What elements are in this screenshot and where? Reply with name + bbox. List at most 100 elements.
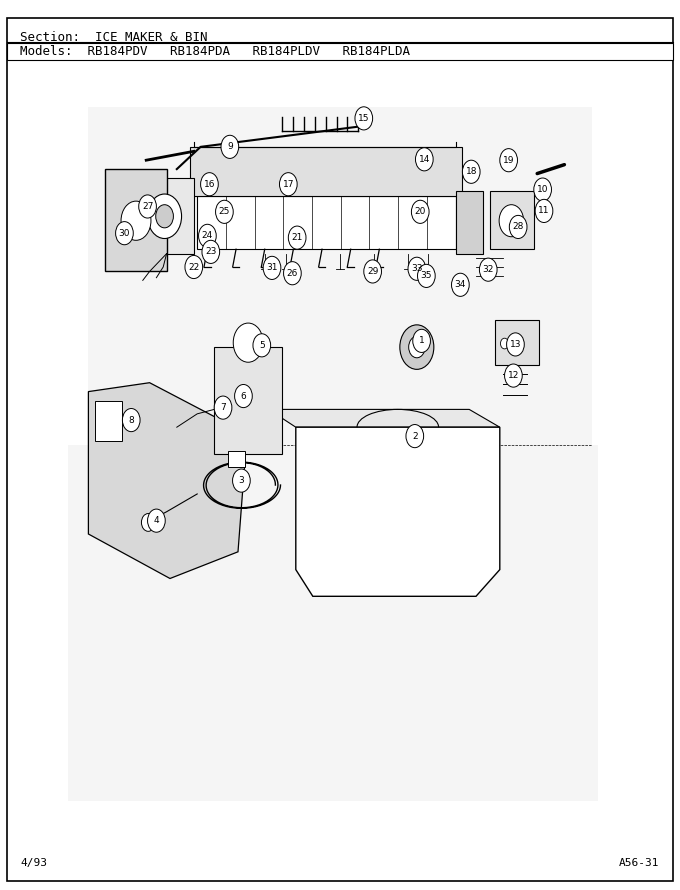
Text: 33: 33 bbox=[411, 264, 422, 273]
Text: 28: 28 bbox=[513, 222, 524, 231]
Circle shape bbox=[148, 509, 165, 532]
Circle shape bbox=[199, 224, 216, 247]
Text: 9: 9 bbox=[227, 142, 233, 151]
Circle shape bbox=[505, 364, 522, 387]
Circle shape bbox=[534, 178, 551, 201]
Circle shape bbox=[253, 334, 271, 357]
Circle shape bbox=[141, 514, 155, 531]
Circle shape bbox=[201, 173, 218, 196]
Text: 4/93: 4/93 bbox=[20, 858, 48, 868]
Text: 12: 12 bbox=[508, 371, 519, 380]
Circle shape bbox=[513, 338, 521, 349]
Text: 15: 15 bbox=[358, 114, 369, 123]
Text: 23: 23 bbox=[205, 247, 216, 256]
Circle shape bbox=[452, 273, 469, 296]
Circle shape bbox=[355, 107, 373, 130]
Bar bbox=[105, 169, 167, 271]
Circle shape bbox=[509, 215, 527, 239]
Text: 31: 31 bbox=[267, 263, 277, 272]
Circle shape bbox=[408, 257, 426, 280]
Circle shape bbox=[284, 262, 301, 285]
Bar bbox=[88, 107, 592, 445]
Circle shape bbox=[148, 194, 182, 239]
Text: 13: 13 bbox=[510, 340, 521, 349]
Bar bbox=[68, 445, 598, 801]
Text: 6: 6 bbox=[241, 392, 246, 401]
Text: 17: 17 bbox=[283, 180, 294, 189]
Circle shape bbox=[122, 409, 140, 432]
Text: 26: 26 bbox=[287, 269, 298, 278]
Circle shape bbox=[418, 264, 435, 287]
Circle shape bbox=[121, 201, 151, 240]
Circle shape bbox=[233, 469, 250, 492]
Circle shape bbox=[139, 195, 156, 218]
Text: 7: 7 bbox=[220, 403, 226, 412]
Bar bbox=[214, 347, 282, 454]
Circle shape bbox=[263, 256, 281, 279]
Text: 3: 3 bbox=[239, 476, 244, 485]
Circle shape bbox=[479, 258, 497, 281]
Text: 4: 4 bbox=[154, 516, 159, 525]
Circle shape bbox=[462, 160, 480, 183]
Text: 18: 18 bbox=[466, 167, 477, 176]
Text: 11: 11 bbox=[539, 206, 549, 215]
Text: 19: 19 bbox=[503, 156, 514, 165]
Circle shape bbox=[500, 149, 517, 172]
Circle shape bbox=[409, 336, 425, 358]
Circle shape bbox=[411, 200, 429, 223]
Circle shape bbox=[279, 173, 297, 196]
Bar bbox=[228, 451, 245, 467]
Bar bbox=[490, 191, 534, 249]
Circle shape bbox=[233, 323, 263, 362]
Text: 14: 14 bbox=[419, 155, 430, 164]
Circle shape bbox=[413, 329, 430, 352]
Circle shape bbox=[288, 226, 306, 249]
Circle shape bbox=[499, 205, 524, 237]
Circle shape bbox=[400, 325, 434, 369]
Text: 22: 22 bbox=[188, 263, 199, 271]
Text: 24: 24 bbox=[202, 231, 213, 240]
Circle shape bbox=[500, 338, 509, 349]
Text: 21: 21 bbox=[292, 233, 303, 242]
Polygon shape bbox=[269, 409, 500, 427]
Text: 32: 32 bbox=[483, 265, 494, 274]
Circle shape bbox=[202, 240, 220, 263]
Text: 34: 34 bbox=[455, 280, 466, 289]
Text: 1: 1 bbox=[419, 336, 424, 345]
Circle shape bbox=[216, 200, 233, 223]
Bar bbox=[136, 178, 194, 254]
Text: 27: 27 bbox=[142, 202, 153, 211]
Polygon shape bbox=[296, 427, 500, 596]
Text: 8: 8 bbox=[129, 416, 134, 425]
Circle shape bbox=[364, 260, 381, 283]
Circle shape bbox=[116, 222, 133, 245]
Text: A56-31: A56-31 bbox=[619, 858, 660, 868]
Text: Section:  ICE MAKER & BIN: Section: ICE MAKER & BIN bbox=[20, 31, 208, 44]
Bar bbox=[95, 400, 122, 441]
Circle shape bbox=[156, 205, 173, 228]
Text: 2: 2 bbox=[412, 432, 418, 441]
Text: 35: 35 bbox=[421, 271, 432, 280]
Circle shape bbox=[221, 135, 239, 158]
Text: Models:  RB184PDV   RB184PDA   RB184PLDV   RB184PLDA: Models: RB184PDV RB184PDA RB184PLDV RB18… bbox=[20, 44, 411, 58]
Bar bbox=[495, 320, 539, 365]
Text: 30: 30 bbox=[119, 229, 130, 238]
Bar bbox=[7, 43, 673, 60]
Circle shape bbox=[535, 199, 553, 222]
Circle shape bbox=[185, 255, 203, 279]
Bar bbox=[456, 191, 483, 254]
Polygon shape bbox=[88, 383, 245, 578]
Text: 29: 29 bbox=[367, 267, 378, 276]
Text: 16: 16 bbox=[204, 180, 215, 189]
Circle shape bbox=[214, 396, 232, 419]
Bar bbox=[190, 147, 462, 196]
Circle shape bbox=[507, 333, 524, 356]
Circle shape bbox=[415, 148, 433, 171]
Circle shape bbox=[235, 384, 252, 408]
Text: 25: 25 bbox=[219, 207, 230, 216]
Text: 20: 20 bbox=[415, 207, 426, 216]
Circle shape bbox=[406, 425, 424, 448]
Text: 10: 10 bbox=[537, 185, 548, 194]
Text: 5: 5 bbox=[259, 341, 265, 350]
Polygon shape bbox=[197, 196, 456, 249]
